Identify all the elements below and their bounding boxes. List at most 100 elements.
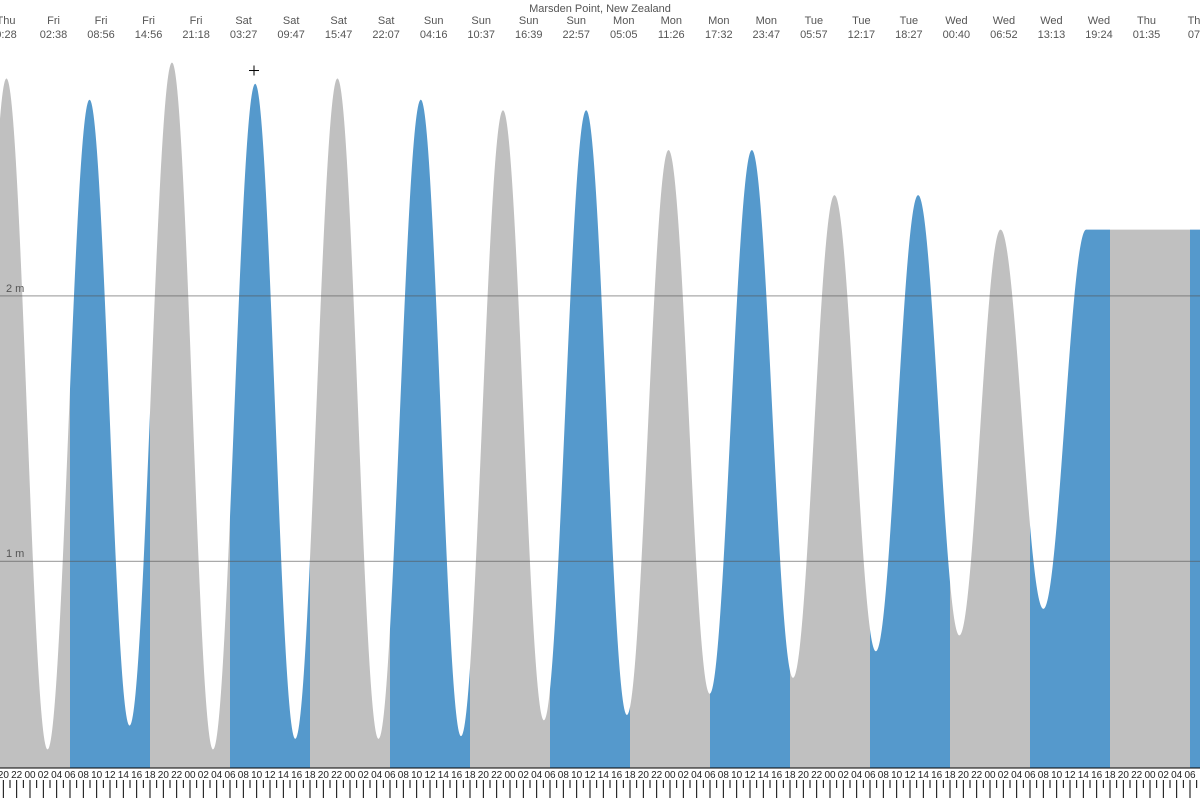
x-tick-label: 00 <box>664 770 676 781</box>
x-tick-label: 08 <box>878 770 890 781</box>
tide-area-night <box>0 78 70 768</box>
top-label-day: Tue <box>900 15 919 27</box>
x-tick-label: 16 <box>931 770 943 781</box>
tide-area-day <box>1030 230 1110 768</box>
top-label-time: 02:38 <box>40 29 68 41</box>
x-tick-label: 06 <box>544 770 556 781</box>
x-tick-label: 14 <box>1078 770 1090 781</box>
top-label-time: 17:32 <box>705 29 733 41</box>
x-tick-label: 22 <box>491 770 503 781</box>
x-tick-label: 22 <box>11 770 23 781</box>
top-label-day: Fri <box>142 15 155 27</box>
top-label-day: Mon <box>613 15 634 27</box>
x-tick-label: 06 <box>704 770 716 781</box>
top-label-day: Wed <box>993 15 1015 27</box>
top-label-time: 0:28 <box>0 29 17 41</box>
x-tick-label: 12 <box>1064 770 1076 781</box>
top-labels: Thu0:28Fri02:38Fri08:56Fri14:56Fri21:18S… <box>0 15 1200 41</box>
top-label-time: 13:13 <box>1038 29 1066 41</box>
top-label-time: 18:27 <box>895 29 923 41</box>
x-tick-label: 02 <box>198 770 210 781</box>
x-tick-label: 18 <box>304 770 316 781</box>
x-tick-label: 10 <box>251 770 263 781</box>
x-tick-label: 12 <box>744 770 756 781</box>
top-label-time: 14:56 <box>135 29 163 41</box>
x-tick-label: 16 <box>1091 770 1103 781</box>
x-tick-label: 20 <box>0 770 9 781</box>
x-tick-label: 14 <box>438 770 450 781</box>
top-label-day: Wed <box>1040 15 1062 27</box>
x-tick-label: 20 <box>958 770 970 781</box>
x-tick-label: 12 <box>264 770 276 781</box>
top-label-time: 01:35 <box>1133 29 1161 41</box>
y-axis-label: 2 m <box>6 283 24 295</box>
top-label-time: 05:57 <box>800 29 828 41</box>
x-tick-label: 04 <box>371 770 383 781</box>
x-tick-label: 20 <box>478 770 490 781</box>
top-label-time: 22:57 <box>562 29 590 41</box>
x-tick-label: 08 <box>398 770 410 781</box>
tide-area-night <box>790 195 870 768</box>
top-label-time: 08:56 <box>87 29 115 41</box>
x-tick-label: 04 <box>691 770 703 781</box>
tide-area-day <box>230 84 310 768</box>
x-tick-label: 20 <box>318 770 330 781</box>
top-label-time: 22:07 <box>372 29 400 41</box>
top-label-time: 19:24 <box>1085 29 1113 41</box>
tide-area-night <box>1110 230 1190 768</box>
x-tick-label: 14 <box>758 770 770 781</box>
top-label-day: Sat <box>378 15 395 27</box>
x-tick-label: 04 <box>1011 770 1023 781</box>
x-tick-label: 06 <box>224 770 236 781</box>
x-tick-label: 16 <box>131 770 143 781</box>
x-tick-label: 18 <box>624 770 636 781</box>
x-tick-label: 00 <box>24 770 36 781</box>
x-tick-label: 10 <box>571 770 583 781</box>
chart-title: Marsden Point, New Zealand <box>529 3 671 15</box>
x-tick-label: 06 <box>384 770 396 781</box>
x-tick-label: 10 <box>891 770 903 781</box>
x-tick-label: 04 <box>851 770 863 781</box>
tide-area-day <box>550 110 630 768</box>
x-tick-label: 04 <box>1171 770 1183 781</box>
x-tick-label: 16 <box>611 770 623 781</box>
x-tick-label: 00 <box>504 770 516 781</box>
x-tick-label: 22 <box>971 770 983 781</box>
top-label-day: Sun <box>566 15 586 27</box>
cursor-cross-icon <box>249 66 259 76</box>
x-tick-label: 14 <box>918 770 930 781</box>
x-tick-label: 20 <box>798 770 810 781</box>
x-tick-label: 16 <box>451 770 463 781</box>
x-tick-label: 08 <box>238 770 250 781</box>
x-tick-label: 04 <box>51 770 63 781</box>
tide-area-day <box>70 100 150 768</box>
x-tick-label: 12 <box>904 770 916 781</box>
tide-area-day <box>1190 230 1200 768</box>
top-label-day: Sun <box>471 15 491 27</box>
top-label-time: 03:27 <box>230 29 258 41</box>
x-tick-label: 22 <box>171 770 183 781</box>
tide-area-day <box>710 150 790 768</box>
x-tick-label: 00 <box>184 770 196 781</box>
top-label-time: 23:47 <box>753 29 781 41</box>
x-tick-label: 18 <box>464 770 476 781</box>
top-label-time: 09:47 <box>277 29 305 41</box>
top-label-day: Tue <box>852 15 871 27</box>
x-tick-label: 22 <box>331 770 343 781</box>
top-label-day: Wed <box>945 15 967 27</box>
tide-area-night <box>950 230 1030 768</box>
x-tick-label: 06 <box>1184 770 1196 781</box>
top-label-day: Fri <box>47 15 60 27</box>
top-label-time: 11:26 <box>658 29 685 41</box>
x-tick-label: 18 <box>1104 770 1116 781</box>
top-label-time: 06:52 <box>990 29 1018 41</box>
x-tick-label: 16 <box>771 770 783 781</box>
x-tick-label: 02 <box>38 770 50 781</box>
x-tick-label: 22 <box>651 770 663 781</box>
tide-area-night <box>310 78 390 768</box>
top-label-day: Sun <box>424 15 444 27</box>
x-tick-label: 14 <box>278 770 290 781</box>
top-label-day: Sat <box>235 15 252 27</box>
y-axis-label: 1 m <box>6 548 24 560</box>
x-tick-label: 02 <box>358 770 370 781</box>
